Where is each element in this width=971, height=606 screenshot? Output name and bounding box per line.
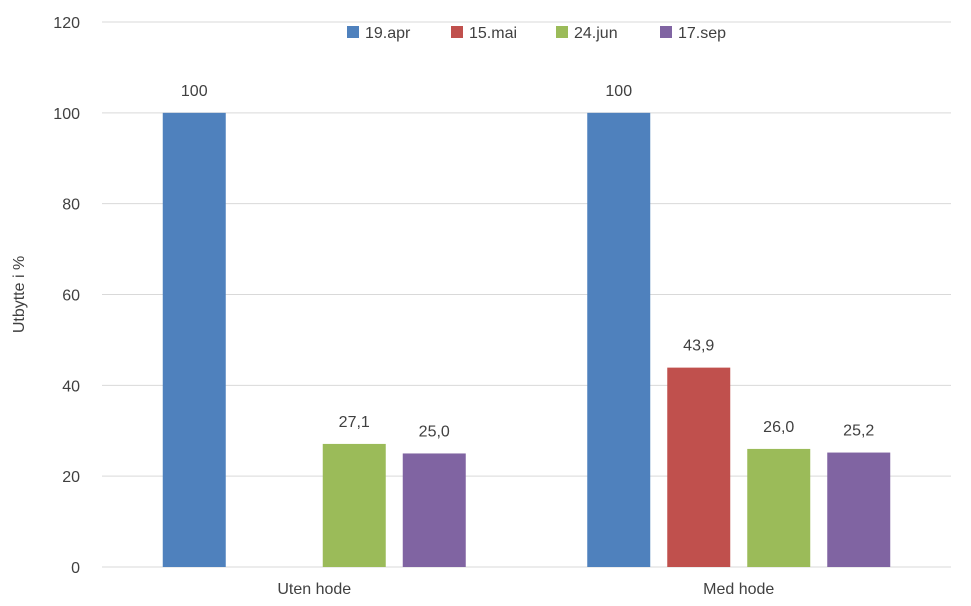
data-label: 27,1: [339, 414, 370, 431]
data-label: 26,0: [763, 419, 794, 436]
bar-19.apr-Med hode: [587, 112, 651, 567]
y-tick-label: 60: [62, 288, 80, 305]
y-tick-label: 100: [53, 106, 80, 123]
bar-17.sep-Med hode: [827, 452, 891, 567]
legend-swatch: [347, 26, 359, 38]
category-label: Med hode: [703, 581, 774, 598]
y-tick-label: 120: [53, 15, 80, 32]
y-tick-label: 20: [62, 469, 80, 486]
data-label: 100: [181, 83, 208, 100]
data-label: 43,9: [683, 338, 714, 355]
y-axis-title: Utbytte i %: [11, 256, 28, 333]
bars: [162, 112, 891, 567]
y-tick-label: 40: [62, 378, 80, 395]
bar-19.apr-Uten hode: [162, 112, 226, 567]
y-axis-ticks: 0 20 40 60 80 100 120: [53, 15, 80, 577]
data-label: 100: [605, 83, 632, 100]
bar-24.jun-Uten hode: [322, 443, 386, 567]
legend-label: 19.apr: [365, 25, 411, 42]
gridlines: [102, 21, 951, 568]
legend-swatch: [660, 26, 672, 38]
legend-label: 15.mai: [469, 25, 517, 42]
category-labels: Uten hode Med hode: [277, 581, 774, 598]
legend-label: 17.sep: [678, 25, 726, 42]
data-labels: 100 27,1 25,0 100 43,9 26,0 25,2: [181, 83, 875, 441]
legend-label: 24.jun: [574, 25, 618, 42]
bar-17.sep-Uten hode: [402, 453, 466, 567]
legend-swatch: [556, 26, 568, 38]
legend-swatch: [451, 26, 463, 38]
y-tick-label: 80: [62, 197, 80, 214]
bar-15.mai-Med hode: [667, 367, 731, 567]
data-label: 25,0: [419, 423, 450, 440]
data-label: 25,2: [843, 423, 874, 440]
legend: 19.apr 15.mai 24.jun 17.sep: [347, 25, 726, 42]
bar-24.jun-Med hode: [747, 448, 811, 567]
y-tick-label: 0: [71, 560, 80, 577]
category-label: Uten hode: [277, 581, 351, 598]
